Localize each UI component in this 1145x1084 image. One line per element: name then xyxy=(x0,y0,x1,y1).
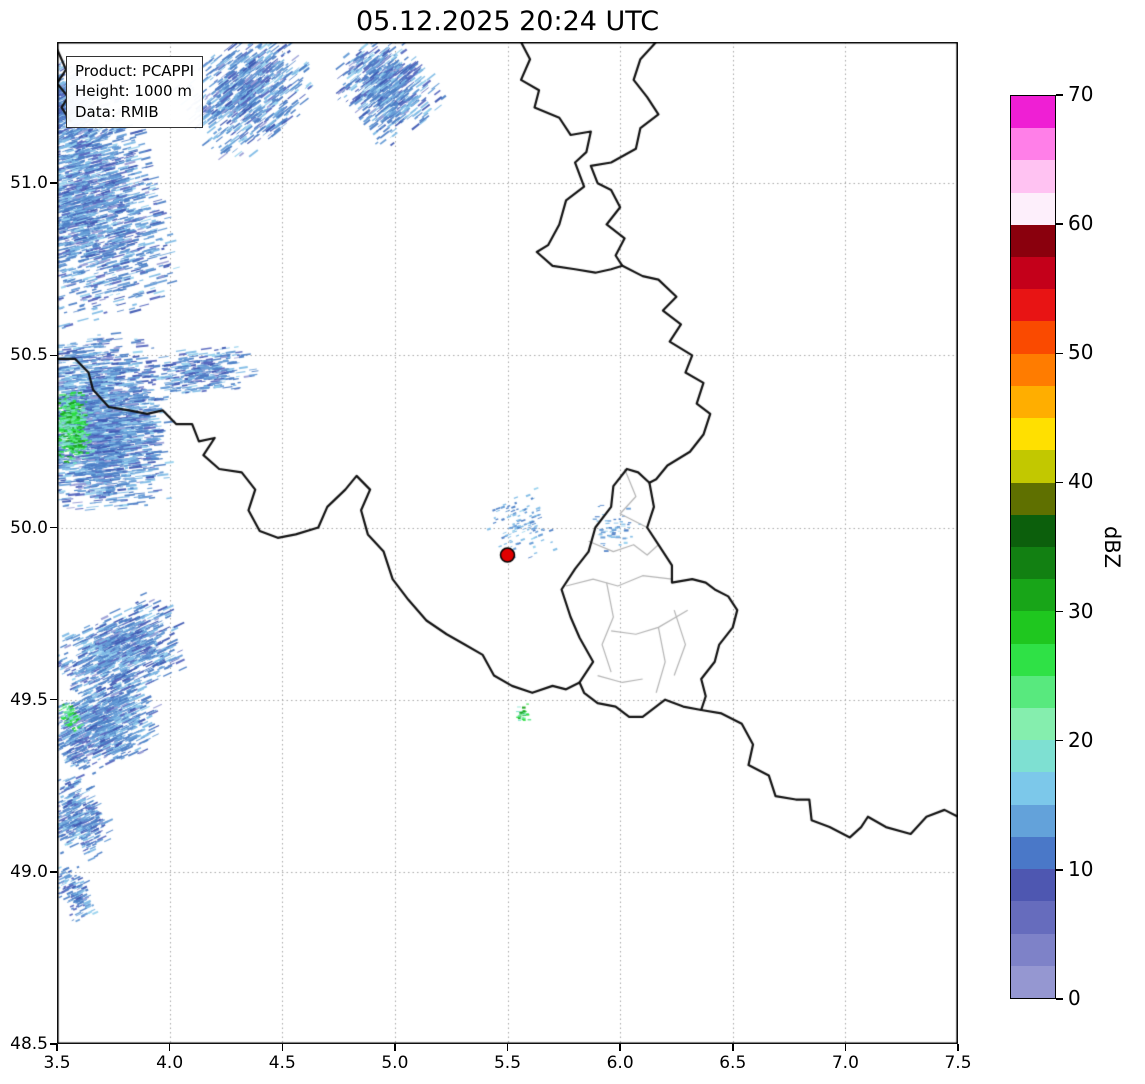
y-tick-label: 49.5 xyxy=(10,689,48,710)
y-tick-mark xyxy=(50,354,57,357)
info-box: Product: PCAPPI Height: 1000 m Data: RMI… xyxy=(66,56,204,128)
colorbar-band xyxy=(1011,772,1055,805)
y-tick-mark xyxy=(50,182,57,184)
colorbar-band xyxy=(1011,353,1055,386)
colorbar-band xyxy=(1011,192,1055,225)
colorbar-tick-mark xyxy=(1056,352,1063,355)
plot-area: Product: PCAPPI Height: 1000 m Data: RMI… xyxy=(57,42,958,1044)
colorbar-band xyxy=(1011,450,1055,483)
x-tick-label: 5.0 xyxy=(381,1053,409,1073)
colorbar-band xyxy=(1011,675,1055,709)
x-tick-mark xyxy=(281,1044,283,1051)
colorbar-band xyxy=(1011,514,1055,547)
x-tick-mark xyxy=(56,1044,58,1051)
x-tick-mark xyxy=(844,1044,847,1051)
colorbar-tick-label: 70 xyxy=(1068,82,1094,106)
colorbar-tick-mark xyxy=(1056,739,1063,742)
info-product: Product: PCAPPI xyxy=(75,62,195,80)
colorbar-band xyxy=(1011,418,1055,451)
colorbar-tick-label: 40 xyxy=(1068,469,1094,494)
colorbar-tick-mark xyxy=(1056,869,1063,871)
y-tick-label: 50.0 xyxy=(10,517,48,538)
colorbar-bands xyxy=(1011,95,1055,998)
colorbar-band xyxy=(1011,546,1055,580)
info-data-source: Data: RMIB xyxy=(75,102,159,121)
x-tick-mark xyxy=(957,1044,959,1051)
colorbar-tick-label: 10 xyxy=(1068,856,1094,881)
x-tick-mark xyxy=(506,1044,509,1051)
y-tick-label: 49.0 xyxy=(10,861,48,882)
x-tick-mark xyxy=(168,1044,171,1051)
colorbar-tick-mark xyxy=(1056,998,1063,1000)
colorbar-band xyxy=(1011,289,1055,322)
colorbar-band xyxy=(1011,321,1055,354)
colorbar-tick-label: 0 xyxy=(1068,986,1081,1010)
y-tick-mark xyxy=(50,526,57,529)
radar-map-canvas xyxy=(57,42,958,1044)
colorbar-band xyxy=(1011,643,1055,676)
colorbar-band xyxy=(1011,224,1055,257)
colorbar-band xyxy=(1011,128,1055,161)
x-tick-mark xyxy=(732,1044,734,1051)
y-tick-mark xyxy=(50,1043,57,1045)
colorbar-band xyxy=(1011,708,1055,741)
colorbar-tick-label: 50 xyxy=(1068,340,1094,365)
colorbar-band xyxy=(1011,579,1055,612)
colorbar-tick-label: 30 xyxy=(1068,598,1094,623)
colorbar-band xyxy=(1011,95,1055,129)
colorbar-band xyxy=(1011,482,1055,515)
colorbar-tick-label: 60 xyxy=(1068,211,1094,236)
y-tick-label: 51.0 xyxy=(10,173,48,194)
x-tick-label: 6.5 xyxy=(719,1053,747,1073)
y-tick-mark xyxy=(50,698,57,701)
colorbar-tick-mark xyxy=(1056,610,1063,613)
y-tick-mark xyxy=(50,871,57,873)
x-tick-mark xyxy=(394,1044,396,1051)
plot-title: 05.12.2025 20:24 UTC xyxy=(355,6,660,37)
colorbar-tick-mark xyxy=(1056,223,1063,225)
x-tick-label: 6.0 xyxy=(606,1053,634,1073)
colorbar-band xyxy=(1011,385,1055,419)
x-tick-label: 7.0 xyxy=(831,1053,859,1073)
colorbar-tick-label: 20 xyxy=(1068,727,1094,752)
colorbar-band xyxy=(1011,740,1055,773)
colorbar-label: dBZ xyxy=(1100,525,1124,569)
colorbar-band xyxy=(1011,160,1055,193)
colorbar-band xyxy=(1011,901,1055,934)
colorbar-band xyxy=(1011,611,1055,644)
colorbar-band xyxy=(1011,933,1055,966)
x-tick-label: 3.5 xyxy=(43,1053,71,1073)
info-height: Height: 1000 m xyxy=(75,82,192,101)
x-tick-label: 4.5 xyxy=(268,1053,296,1073)
colorbar-tick-mark xyxy=(1056,94,1063,96)
colorbar-tick-mark xyxy=(1056,481,1063,484)
y-tick-label: 48.5 xyxy=(10,1034,48,1054)
colorbar-band xyxy=(1011,804,1055,837)
colorbar-band xyxy=(1011,869,1055,902)
colorbar-band xyxy=(1011,836,1055,870)
x-tick-label: 4.0 xyxy=(156,1053,184,1073)
colorbar-band xyxy=(1011,256,1055,290)
colorbar xyxy=(1010,95,1056,999)
x-tick-label: 7.5 xyxy=(944,1053,972,1073)
y-tick-label: 50.5 xyxy=(10,345,48,366)
x-tick-mark xyxy=(619,1044,621,1051)
colorbar-band xyxy=(1011,965,1055,998)
x-tick-label: 5.5 xyxy=(493,1053,522,1073)
